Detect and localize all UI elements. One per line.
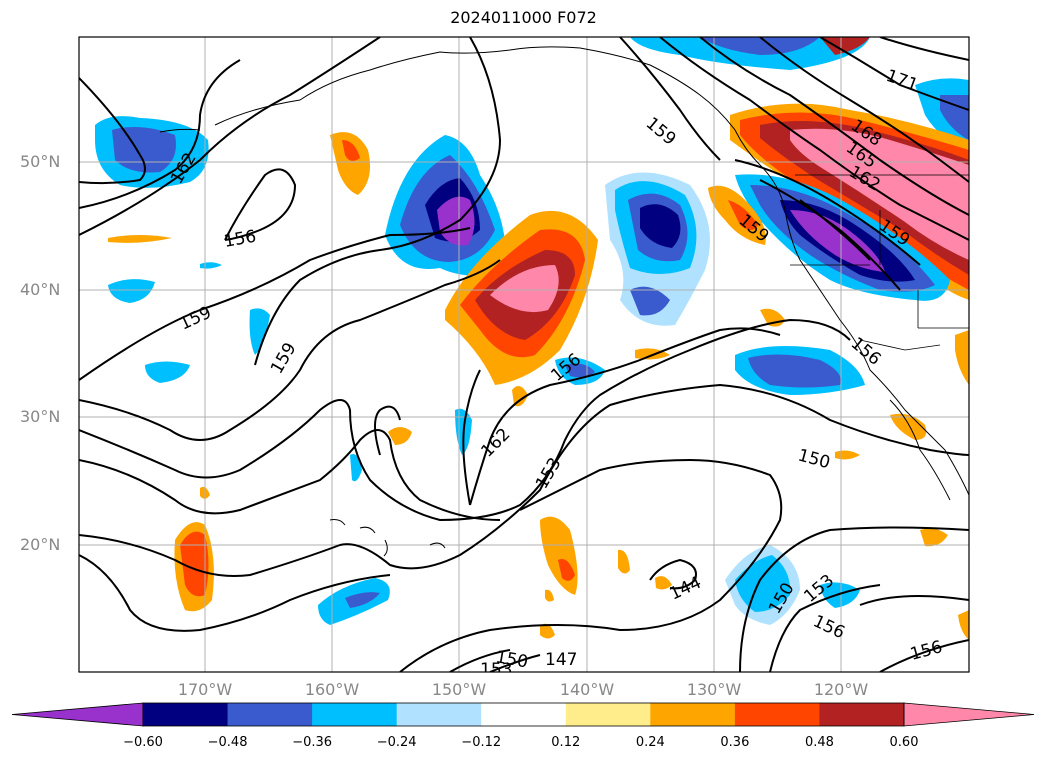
colorbar-segment <box>143 703 229 726</box>
map-title: 2024011000 F072 <box>450 8 597 27</box>
positive-anomaly-patch <box>388 427 412 445</box>
colorbar-segment <box>227 703 313 726</box>
negative-anomaly-patch <box>145 361 190 383</box>
lat-label: 50°N <box>20 152 61 171</box>
contour-label: 159 <box>267 339 301 377</box>
borders <box>790 174 969 351</box>
negative-anomaly-patch <box>437 196 475 246</box>
lon-label: 170°W <box>177 680 233 699</box>
positive-anomaly-patch <box>955 330 969 385</box>
contour-label: 144 <box>667 573 705 605</box>
colorbar-segment <box>734 703 820 726</box>
lon-label: 150°W <box>431 680 487 699</box>
positive-anomaly-patch <box>540 623 555 639</box>
contour-label: 147 <box>545 650 577 670</box>
contour-label: 156 <box>847 334 885 370</box>
colorbar-frame <box>142 702 905 727</box>
contour-label: 153 <box>480 660 512 680</box>
colorbar-tick-label: 0.36 <box>720 735 750 750</box>
lat-label: 30°N <box>20 407 61 426</box>
colorbar-tick-label: −0.36 <box>292 735 333 750</box>
colorbar-tick-label: 0.48 <box>804 735 834 750</box>
positive-anomaly-patch <box>920 528 948 547</box>
negative-anomaly-patch <box>630 286 670 316</box>
colorbar-segment <box>565 703 651 726</box>
positive-anomaly-patch <box>890 413 927 440</box>
positive-anomaly-patch <box>342 140 360 161</box>
lon-label: 120°W <box>813 680 869 699</box>
contour-label: 171 <box>883 66 920 96</box>
contour-label: 162 <box>477 424 514 461</box>
positive-anomaly-patch <box>540 516 578 595</box>
coastlines <box>159 46 969 557</box>
lon-label: 130°W <box>686 680 742 699</box>
negative-anomaly-patch <box>790 210 885 272</box>
colorbar <box>11 702 1035 727</box>
colorbar-tick-label: −0.24 <box>376 735 417 750</box>
plot-frame <box>78 36 970 673</box>
negative-anomaly-patch <box>748 354 841 388</box>
contour-label: 159 <box>642 114 680 150</box>
positive-anomaly-patch <box>728 200 758 230</box>
colorbar-tick-label: 0.12 <box>551 735 581 750</box>
contour-label: 156 <box>908 637 945 665</box>
contour-label: 156 <box>810 611 848 643</box>
negative-anomaly-patch <box>640 204 681 248</box>
graticule <box>79 37 969 672</box>
colorbar-tick-label: −0.12 <box>461 735 502 750</box>
lon-label: 140°W <box>559 680 615 699</box>
colorbar-tick-label: −0.60 <box>123 735 163 750</box>
anomaly-fields <box>95 37 969 640</box>
positive-anomaly-patch <box>655 576 672 590</box>
colorbar-extend-max <box>903 702 1035 727</box>
colorbar-tick-label: 0.24 <box>635 735 665 750</box>
lon-label: 160°W <box>304 680 360 699</box>
positive-anomaly-patch <box>558 559 575 581</box>
colorbar-tick-label: 0.60 <box>889 735 919 750</box>
positive-anomaly-patch <box>180 531 209 597</box>
positive-anomaly-patch <box>490 265 559 313</box>
positive-anomaly-patch <box>618 549 630 574</box>
negative-anomaly-patch <box>940 95 969 140</box>
colorbar-tick-label: −0.48 <box>207 735 248 750</box>
colorbar-segment <box>481 703 567 726</box>
positive-anomaly-patch <box>545 589 554 602</box>
positive-anomaly-patch <box>835 450 860 460</box>
positive-anomaly-patch <box>330 132 371 195</box>
contour-label: 150 <box>494 647 529 672</box>
colorbar-segment <box>819 703 905 726</box>
colorbar-segment <box>396 703 482 726</box>
positive-anomaly-patch <box>958 610 969 640</box>
contour-label: 150 <box>796 446 833 474</box>
negative-anomaly-patch <box>108 279 155 303</box>
positive-anomaly-patch <box>820 37 870 55</box>
positive-anomaly-patch <box>108 235 172 243</box>
contour-label: 156 <box>222 227 257 252</box>
colorbar-segment <box>312 703 398 726</box>
negative-anomaly-patch <box>345 592 380 608</box>
negative-anomaly-patch <box>820 582 860 608</box>
negative-anomaly-patch <box>350 454 362 482</box>
negative-anomaly-patch <box>112 126 176 173</box>
negative-anomaly-patch <box>200 262 222 269</box>
lat-label: 20°N <box>20 535 61 554</box>
negative-anomaly-patch <box>700 37 820 55</box>
height-contours <box>79 37 969 672</box>
positive-anomaly-patch <box>512 386 528 407</box>
lat-label: 40°N <box>20 280 61 299</box>
colorbar-extend-min <box>11 702 144 727</box>
colorbar-segment <box>650 703 736 726</box>
negative-anomaly-patch <box>249 308 270 355</box>
